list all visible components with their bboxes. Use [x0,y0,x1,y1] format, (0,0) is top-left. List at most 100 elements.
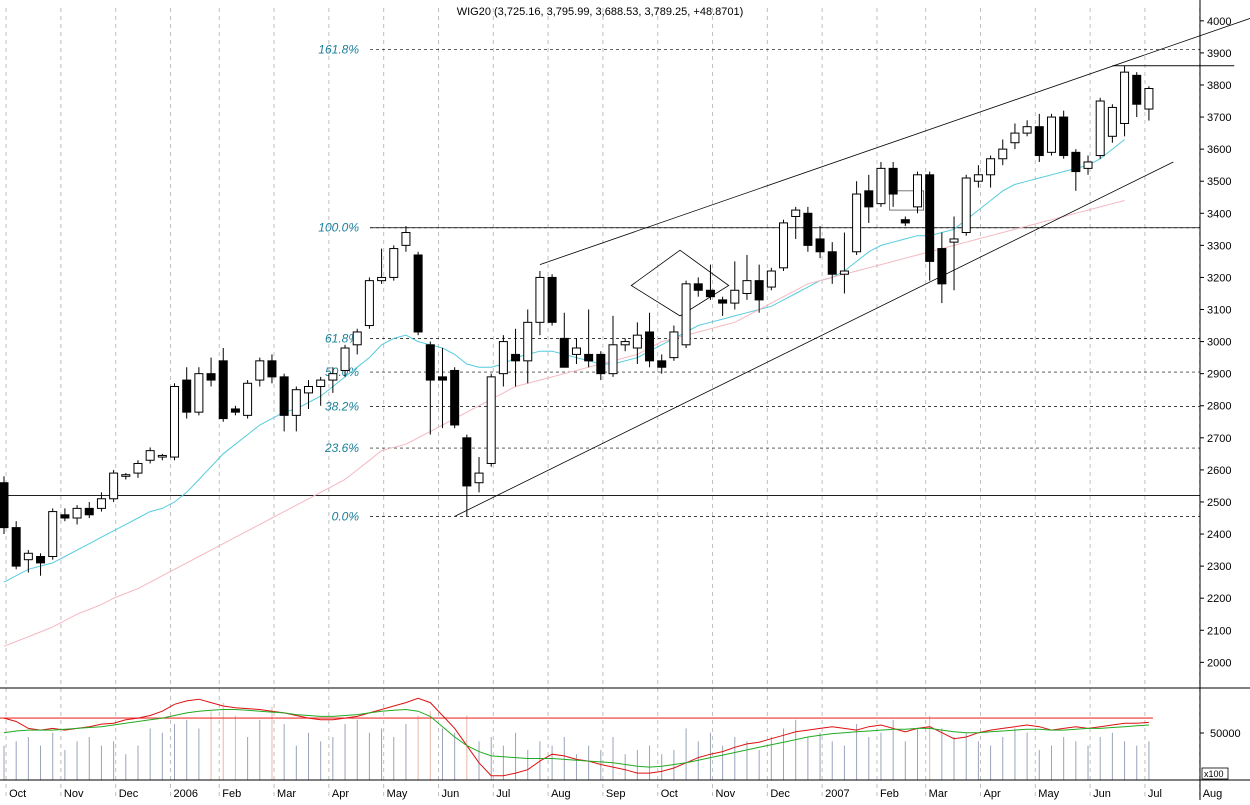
candle [780,220,788,271]
candle-body [305,386,313,392]
candle-body [110,473,118,499]
candle [487,374,495,467]
candle-body [633,335,641,348]
y-tick-label: 2700 [1207,433,1231,445]
candle-body [231,409,239,412]
candle [548,274,556,325]
candle-body [512,354,520,360]
candle-body [365,281,373,326]
candle [49,508,57,559]
candle-body [1121,72,1129,123]
candle [767,268,775,290]
candle [110,470,118,502]
candle-body [1096,101,1104,156]
y-tick-label: 3300 [1207,240,1231,252]
fib-label: 161.8% [318,43,359,57]
x-tick-label: Apr [332,788,349,800]
y-tick-label: 3500 [1207,176,1231,188]
candle-body [37,556,45,562]
candle-body [244,383,252,415]
candle-body [1072,152,1080,171]
candle-body [1084,162,1092,168]
candle [390,245,398,280]
x-tick-label: 2006 [174,788,198,800]
candle-body [1023,127,1031,133]
candle-body [804,213,812,245]
candle-body [1047,117,1055,152]
candle-body [743,281,751,294]
x-tick-label: May [387,788,408,800]
candle-body [926,175,934,262]
y-tick-label: 2100 [1207,625,1231,637]
candle-body [719,300,727,303]
candle-body [816,239,824,252]
candle-body [49,512,57,557]
candle-body [840,271,848,274]
candle-body [134,463,142,473]
candle-body [171,386,179,457]
candle-body [426,345,434,380]
y-tick-label: 2800 [1207,401,1231,413]
candle-body [1060,117,1068,155]
candle [365,277,373,328]
candle [244,380,252,418]
candle-body [682,284,690,345]
candle-body [499,342,507,374]
candle-body [731,290,739,303]
candle-body [901,220,909,223]
candle-body [158,455,166,457]
candle [12,521,20,569]
candle-body [268,361,276,377]
candle-body [755,281,763,300]
y-tick-label: 3000 [1207,337,1231,349]
candle [804,207,812,252]
candle-body [122,475,130,477]
y-tick-label: 3100 [1207,305,1231,317]
candle-body [865,191,873,207]
candle-body [987,159,995,175]
y-tick-label: 2900 [1207,369,1231,381]
x-tick-label: Oct [661,788,678,800]
candle [171,383,179,460]
candle-body [24,553,32,559]
candle [877,162,885,207]
candle-body [938,249,946,284]
x-tick-label: Mar [929,788,948,800]
y-tick-label: 2600 [1207,465,1231,477]
candle-body [219,361,227,419]
fib-label: 23.6% [324,441,359,455]
x-tick-label: Jul [1148,788,1162,800]
candle-body [475,473,483,483]
candle-body [597,354,605,373]
candle-body [914,175,922,207]
candle-body [73,508,81,518]
x-tick-label: Aug [1203,788,1223,800]
fib-label: 38.2% [325,399,359,413]
x-tick-label: Sep [606,788,626,800]
candle-body [256,361,264,380]
x-tick-label: Apr [983,788,1000,800]
candle-body [609,345,617,374]
x-tick-label: Dec [119,788,139,800]
candle [414,252,422,335]
candle-body [646,332,654,361]
candle-body [292,390,300,416]
y-tick-label: 2000 [1207,657,1231,669]
candle-body [85,508,93,514]
candle [1047,114,1055,156]
fib-label: 0.0% [332,509,360,523]
candle-body [658,361,666,367]
candle [682,281,690,348]
candle [451,367,459,428]
y-tick-label: 2400 [1207,529,1231,541]
candle-body [572,348,580,354]
candle-body [0,483,8,528]
y-tick-label: 3900 [1207,48,1231,60]
candle-body [390,249,398,278]
x-tick-label: 2007 [825,788,849,800]
candle-body [195,374,203,412]
x-tick-label: Oct [9,788,26,800]
candle-body [853,194,861,252]
candle-body [670,332,678,358]
